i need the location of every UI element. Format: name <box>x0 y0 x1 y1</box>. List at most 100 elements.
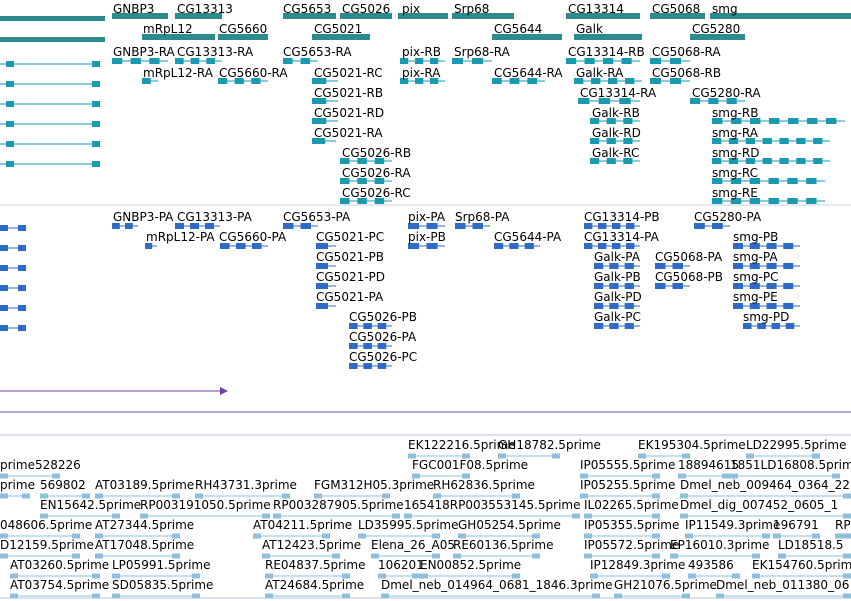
transcript-exon[interactable] <box>598 98 611 104</box>
protein-block[interactable] <box>524 243 534 249</box>
gene-feature[interactable] <box>175 13 222 19</box>
est-block[interactable] <box>680 493 688 499</box>
est-block[interactable] <box>688 573 696 579</box>
est-block[interactable] <box>265 593 273 599</box>
protein-block[interactable] <box>205 223 214 229</box>
transcript-exon[interactable] <box>712 118 723 124</box>
transcript-exon[interactable] <box>621 58 632 64</box>
transcript-exon[interactable] <box>357 198 367 204</box>
est-block[interactable] <box>432 553 440 559</box>
est-block[interactable] <box>722 473 730 479</box>
transcript-exon[interactable] <box>340 198 350 204</box>
protein-block[interactable] <box>377 323 387 329</box>
protein-block[interactable] <box>766 243 777 249</box>
protein-block[interactable] <box>145 243 153 249</box>
est-block[interactable] <box>682 453 690 459</box>
est-block[interactable] <box>95 533 103 539</box>
protein-block[interactable] <box>766 263 777 269</box>
protein-block[interactable] <box>594 263 604 269</box>
clipped-protein[interactable] <box>18 325 26 331</box>
protein-block[interactable] <box>283 223 294 229</box>
protein-block[interactable] <box>609 263 619 269</box>
gene-feature[interactable] <box>340 13 392 19</box>
transcript-exon[interactable] <box>690 98 701 104</box>
est-block[interactable] <box>614 593 622 599</box>
transcript-exon[interactable] <box>206 58 215 64</box>
est-block[interactable] <box>95 553 103 559</box>
transcript-exon[interactable] <box>708 98 719 104</box>
est-block[interactable] <box>670 553 678 559</box>
est-block[interactable] <box>192 573 200 579</box>
est-block[interactable] <box>332 553 340 559</box>
protein-block[interactable] <box>316 263 328 269</box>
protein-block[interactable] <box>112 223 120 229</box>
est-block[interactable] <box>590 573 598 579</box>
est-block[interactable] <box>52 473 60 479</box>
transcript-exon[interactable] <box>712 138 722 144</box>
est-block[interactable] <box>92 593 100 599</box>
est-block[interactable] <box>10 573 18 579</box>
transcript-exon[interactable] <box>728 158 739 164</box>
transcript-exon[interactable] <box>806 178 817 184</box>
protein-block[interactable] <box>749 243 760 249</box>
clipped-exon[interactable] <box>92 141 100 147</box>
transcript-exon[interactable] <box>749 178 761 184</box>
transcript-exon[interactable] <box>608 78 618 84</box>
protein-block[interactable] <box>584 243 593 249</box>
clipped-protein[interactable] <box>0 225 8 231</box>
gene-feature[interactable] <box>710 13 851 19</box>
clipped-protein[interactable] <box>18 225 26 231</box>
transcript-exon[interactable] <box>606 158 616 164</box>
est-block[interactable] <box>322 533 330 539</box>
protein-block[interactable] <box>609 283 619 289</box>
est-block[interactable] <box>752 553 760 559</box>
transcript-exon[interactable] <box>712 198 723 204</box>
est-block[interactable] <box>652 533 660 539</box>
transcript-exon[interactable] <box>768 198 779 204</box>
est-block[interactable] <box>843 533 851 539</box>
transcript-exon[interactable] <box>623 138 633 144</box>
transcript-exon[interactable] <box>190 58 200 64</box>
gene-feature[interactable] <box>218 34 268 40</box>
transcript-exon[interactable] <box>590 118 600 124</box>
protein-block[interactable] <box>612 223 621 229</box>
protein-block[interactable] <box>363 343 372 349</box>
est-block[interactable] <box>22 493 30 499</box>
protein-block[interactable] <box>612 243 621 249</box>
est-block[interactable] <box>262 513 270 519</box>
transcript-exon[interactable] <box>130 58 141 64</box>
transcript-exon[interactable] <box>527 78 538 84</box>
est-block[interactable] <box>843 493 851 499</box>
transcript-exon[interactable] <box>623 158 633 164</box>
protein-block[interactable] <box>749 303 760 309</box>
transcript-exon[interactable] <box>625 78 635 84</box>
protein-block[interactable] <box>771 323 781 329</box>
transcript-exon[interactable] <box>312 78 327 84</box>
clipped-protein[interactable] <box>0 305 8 311</box>
est-block[interactable] <box>512 573 520 579</box>
transcript-exon[interactable] <box>730 198 742 204</box>
protein-block[interactable] <box>624 323 634 329</box>
transcript-exon[interactable] <box>779 138 789 144</box>
gene-feature[interactable] <box>566 13 640 19</box>
transcript-exon[interactable] <box>312 118 327 124</box>
protein-block[interactable] <box>377 363 387 369</box>
est-block[interactable] <box>762 533 770 539</box>
est-block[interactable] <box>453 553 461 559</box>
clipped-exon[interactable] <box>6 101 14 107</box>
transcript-exon[interactable] <box>509 78 520 84</box>
transcript-exon[interactable] <box>374 158 385 164</box>
est-block[interactable] <box>0 473 8 479</box>
est-block[interactable] <box>682 593 690 599</box>
est-block[interactable] <box>172 493 180 499</box>
protein-block[interactable] <box>626 223 635 229</box>
est-block[interactable] <box>112 593 120 599</box>
transcript-exon[interactable] <box>826 118 837 124</box>
protein-block[interactable] <box>609 303 619 309</box>
clipped-exon[interactable] <box>92 81 100 87</box>
est-block[interactable] <box>512 493 520 499</box>
est-block[interactable] <box>716 593 724 599</box>
clipped-protein[interactable] <box>0 245 8 251</box>
protein-block[interactable] <box>472 223 484 229</box>
protein-block[interactable] <box>749 283 760 289</box>
